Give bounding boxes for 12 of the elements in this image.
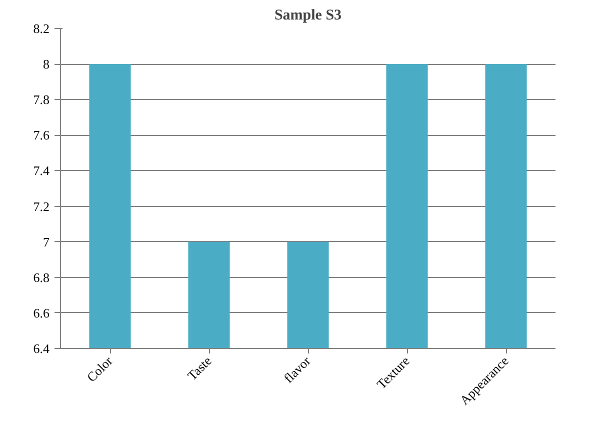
y-tick-label: 7.8	[33, 92, 50, 108]
chart-title: Sample S3	[274, 8, 342, 24]
y-tick-label: 7.2	[33, 198, 50, 214]
y-tick-label: 8.2	[33, 21, 50, 36]
y-tick-label: 7.4	[33, 163, 50, 178]
y-tick-label: 7.6	[33, 128, 50, 143]
x-tick-label: Taste	[184, 353, 214, 384]
y-tick-label: 6.8	[33, 270, 50, 285]
y-tick-label: 7	[43, 234, 50, 250]
y-tick-label: 6.6	[33, 305, 50, 320]
y-tick-label: 8	[43, 56, 50, 72]
y-tick-label: 6.4	[33, 341, 50, 356]
